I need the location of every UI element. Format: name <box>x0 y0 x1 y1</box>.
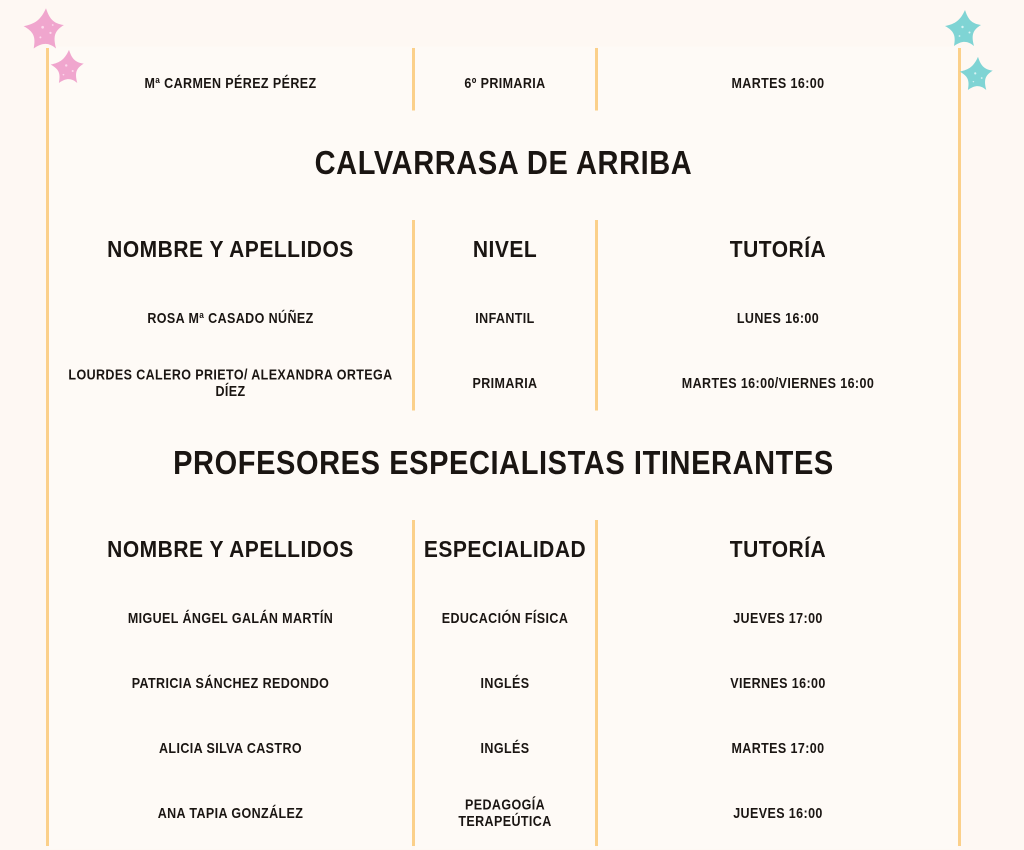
column-header-level: NIVEL <box>412 207 598 291</box>
table-row: MIGUEL ÁNGEL GALÁN MARTÍN EDUCACIÓN FÍSI… <box>46 576 961 658</box>
table-row: Mª CARMEN PÉREZ PÉREZ 6º PRIMARIA MARTES… <box>46 41 961 123</box>
poster-page: Mª CARMEN PÉREZ PÉREZ 6º PRIMARIA MARTES… <box>23 8 1001 850</box>
section-title-especialistas: PROFESORES ESPECIALISTAS ITINERANTES <box>46 405 961 523</box>
table-row-banner: PROFESORES ESPECIALISTAS ITINERANTES <box>46 405 961 523</box>
table-row: LOURDES CALERO PRIETO/ ALEXANDRA ORTEGA … <box>46 341 961 423</box>
table-row-header: NOMBRE Y APELLIDOS ESPECIALIDAD TUTORÍA <box>46 507 961 591</box>
column-header-name: NOMBRE Y APELLIDOS <box>46 507 415 591</box>
schedule-table-body: Mª CARMEN PÉREZ PÉREZ 6º PRIMARIA MARTES… <box>46 41 961 850</box>
table-row: ROSA Mª CASADO NÚÑEZ INFANTIL LUNES 16:0… <box>46 276 961 358</box>
cell-tutoring: JUEVES 16:00 <box>595 771 961 850</box>
table-row: ALICIA SILVA CASTRO INGLÉS MARTES 17:00 <box>46 706 961 788</box>
table-row-header: NOMBRE Y APELLIDOS NIVEL TUTORÍA <box>46 207 961 291</box>
column-header-tutoring: TUTORÍA <box>595 507 961 591</box>
cell-name: ANA TAPIA GONZÁLEZ <box>46 771 415 850</box>
section-title-calvarrasa: CALVARRASA DE ARRIBA <box>46 105 961 223</box>
column-header-tutoring: TUTORÍA <box>595 207 961 291</box>
column-header-name: NOMBRE Y APELLIDOS <box>46 207 415 291</box>
star-icon <box>955 55 1001 101</box>
table-row: ANA TAPIA GONZÁLEZ PEDAGOGÍA TERAPEÚTICA… <box>46 771 961 850</box>
cell-specialty: PEDAGOGÍA TERAPEÚTICA <box>412 771 598 850</box>
table-row-banner: CALVARRASA DE ARRIBA <box>46 105 961 223</box>
column-header-specialty: ESPECIALIDAD <box>412 507 598 591</box>
schedule-table: Mª CARMEN PÉREZ PÉREZ 6º PRIMARIA MARTES… <box>46 41 961 850</box>
cell-specialty: EDUCACIÓN FÍSICA <box>412 576 598 658</box>
table-row: PATRICIA SÁNCHEZ REDONDO INGLÉS VIERNES … <box>46 641 961 723</box>
